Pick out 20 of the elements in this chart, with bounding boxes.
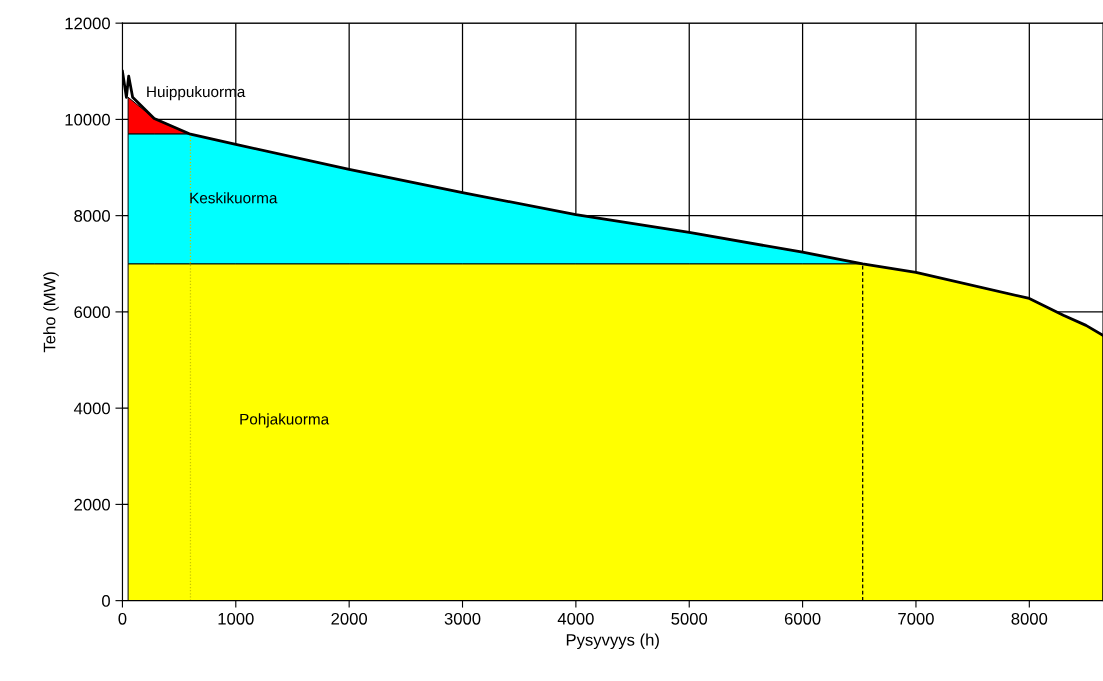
x-tick-label: 0	[118, 612, 127, 625]
y-tick-label: 4000	[73, 402, 110, 415]
x-tick-label: 5000	[671, 612, 708, 625]
annotation: Keskikuorma	[190, 192, 278, 204]
y-tick-label: 2000	[74, 498, 110, 511]
y-tick-label: 0	[102, 595, 110, 607]
annotation: Pohjakuorma	[240, 413, 330, 428]
x-tick-label: 1000	[218, 612, 254, 625]
y-tick-label: 10000	[65, 113, 110, 126]
x-tick-label: 4000	[557, 612, 594, 625]
y-tick-label: 6000	[74, 306, 110, 319]
x-tick-label: 2000	[331, 612, 368, 625]
y-axis-title: Teho (MW)	[43, 272, 59, 353]
x-tick-label: 3000	[444, 612, 481, 625]
x-tick-label: 8000	[1011, 612, 1048, 625]
x-axis-title: Pysyvyys (h)	[566, 633, 659, 650]
x-tick-label: 7000	[898, 612, 934, 625]
x-tick-label: 6000	[784, 612, 821, 625]
y-tick-label: 8000	[74, 210, 110, 222]
y-tick-label: 12000	[65, 17, 110, 30]
